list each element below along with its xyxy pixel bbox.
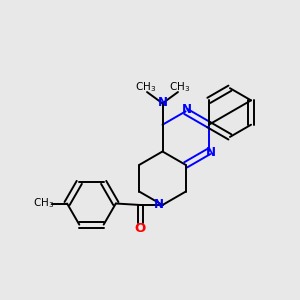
Text: N: N	[206, 146, 216, 160]
Text: N: N	[158, 96, 167, 109]
Text: N: N	[182, 103, 192, 116]
Text: CH$_3$: CH$_3$	[33, 196, 55, 210]
Text: N: N	[154, 198, 164, 211]
Text: CH$_3$: CH$_3$	[169, 80, 190, 94]
Text: O: O	[135, 222, 146, 235]
Text: CH$_3$: CH$_3$	[135, 80, 156, 94]
